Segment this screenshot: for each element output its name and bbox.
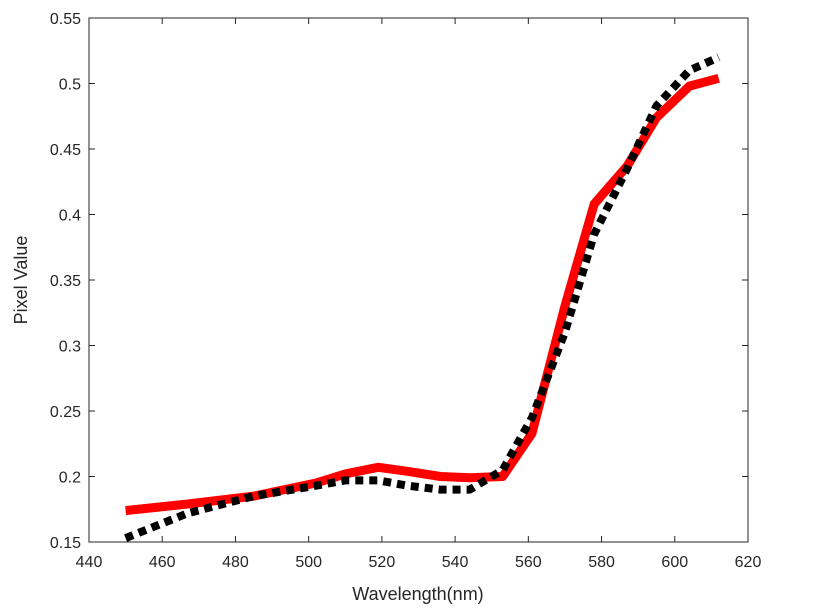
- y-tick-label: 0.55: [50, 11, 81, 28]
- x-tick-label: 520: [369, 554, 396, 571]
- x-tick-label: 500: [295, 554, 322, 571]
- x-axis-label: Wavelength(nm): [352, 584, 483, 604]
- y-tick-label: 0.35: [50, 273, 81, 290]
- x-tick-label: 600: [661, 554, 688, 571]
- series-layer: [124, 53, 721, 542]
- y-tick-label: 0.4: [59, 208, 81, 225]
- y-tick-label: 0.15: [50, 535, 81, 552]
- y-axis: 0.15 0.2 0.25 0.3 0.35 0.4 0.45 0.5 0.55: [50, 11, 748, 552]
- axes-box: [88, 17, 749, 543]
- x-tick-label: 440: [76, 554, 103, 571]
- x-tick-label: 560: [515, 554, 542, 571]
- y-axis-label: Pixel Value: [11, 236, 31, 325]
- x-tick-label: 540: [442, 554, 469, 571]
- series-line-solid: [125, 73, 720, 516]
- y-tick-label: 0.5: [59, 77, 81, 94]
- y-tick-label: 0.2: [59, 470, 81, 487]
- plot-area: [88, 17, 749, 543]
- x-axis: 440 460 480 500 520 540 560 580 600 620: [76, 18, 762, 571]
- x-tick-label: 580: [588, 554, 615, 571]
- x-tick-label: 620: [735, 554, 762, 571]
- x-tick-label: 480: [222, 554, 249, 571]
- y-tick-label: 0.45: [50, 142, 81, 159]
- y-tick-label: 0.25: [50, 404, 81, 421]
- x-tick-label: 460: [149, 554, 176, 571]
- y-tick-label: 0.3: [59, 339, 81, 356]
- series-line-dotted: [124, 53, 721, 542]
